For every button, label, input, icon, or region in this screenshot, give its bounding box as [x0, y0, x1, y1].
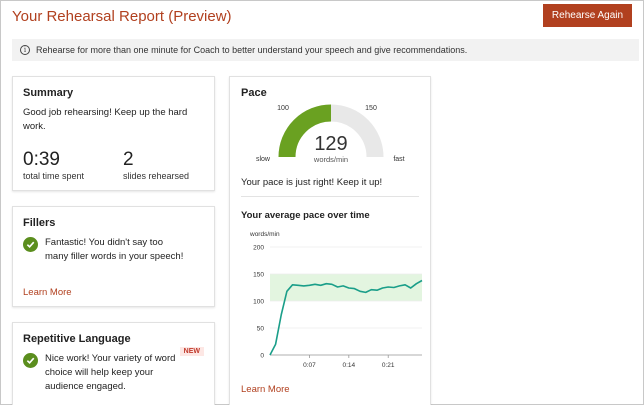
summary-card: Summary Good job rehearsing! Keep up the… [12, 76, 215, 191]
time-label: total time spent [23, 171, 85, 181]
summary-message: Good job rehearsing! Keep up the hard wo… [23, 107, 188, 132]
y-tick-label: 200 [253, 245, 264, 252]
pace-over-time-chart: words/min 0 50 100 150 200 0:07 0:14 0:21 [249, 231, 423, 369]
y-tick-label: 50 [257, 326, 265, 333]
x-tick-label: 0:14 [342, 362, 355, 369]
info-icon: i [20, 45, 30, 55]
slides-label: slides rehearsed [123, 171, 190, 181]
rehearse-again-button[interactable]: Rehearse Again [543, 4, 632, 27]
slides-stat: 2 slides rehearsed [123, 149, 189, 181]
info-text: Rehearse for more than one minute for Co… [36, 45, 468, 55]
fillers-card: Fillers Fantastic! You didn't say too ma… [12, 206, 215, 307]
page-title: Your Rehearsal Report (Preview) [12, 8, 232, 25]
time-value: 0:39 [23, 149, 60, 170]
repetitive-title: Repetitive Language [23, 333, 131, 345]
pace-message: Your pace is just right! Keep it up! [241, 177, 383, 188]
gauge-slow-label: slow [256, 156, 271, 163]
pace-learn-more-link[interactable]: Learn More [241, 384, 290, 395]
gauge-fill [278, 104, 332, 158]
x-tick-label: 0:21 [382, 362, 395, 369]
avg-pace-title: Your average pace over time [241, 210, 370, 221]
check-icon [23, 237, 38, 252]
fillers-message: Fantastic! You didn't say too many fille… [45, 237, 184, 262]
gauge-min-label: 100 [277, 105, 289, 112]
summary-title: Summary [23, 87, 74, 99]
pace-gauge: 100 150 129 words/min slow fast [256, 104, 405, 164]
repetitive-result: Nice work! Your variety of word choice w… [23, 352, 204, 394]
time-stat: 0:39 total time spent [23, 149, 84, 181]
y-tick-label: 150 [253, 272, 264, 279]
info-banner: i Rehearse for more than one minute for … [12, 39, 639, 61]
pace-title: Pace [241, 87, 267, 99]
repetitive-language-card: Repetitive Language NEW Nice work! Your … [12, 322, 215, 405]
pace-value: 129 [314, 133, 347, 155]
x-tick-label: 0:07 [303, 362, 316, 369]
fillers-title: Fillers [23, 217, 56, 229]
slides-value: 2 [123, 149, 134, 170]
pace-series-line [269, 279, 423, 356]
new-badge: NEW [179, 347, 204, 356]
repetitive-message: Nice work! Your variety of word choice w… [45, 353, 176, 392]
gauge-fast-label: fast [393, 156, 404, 163]
fillers-result: Fantastic! You didn't say too many fille… [23, 236, 204, 264]
divider [241, 196, 419, 197]
y-tick-label: 0 [260, 353, 264, 360]
pace-unit: words/min [313, 155, 348, 164]
y-tick-label: 100 [253, 299, 264, 306]
fillers-learn-more-link[interactable]: Learn More [23, 287, 72, 298]
pace-card: Pace 100 150 129 words/min slow fast You… [229, 76, 431, 405]
gauge-max-label: 150 [365, 105, 377, 112]
check-icon [23, 353, 38, 368]
y-axis-label: words/min [249, 231, 280, 238]
